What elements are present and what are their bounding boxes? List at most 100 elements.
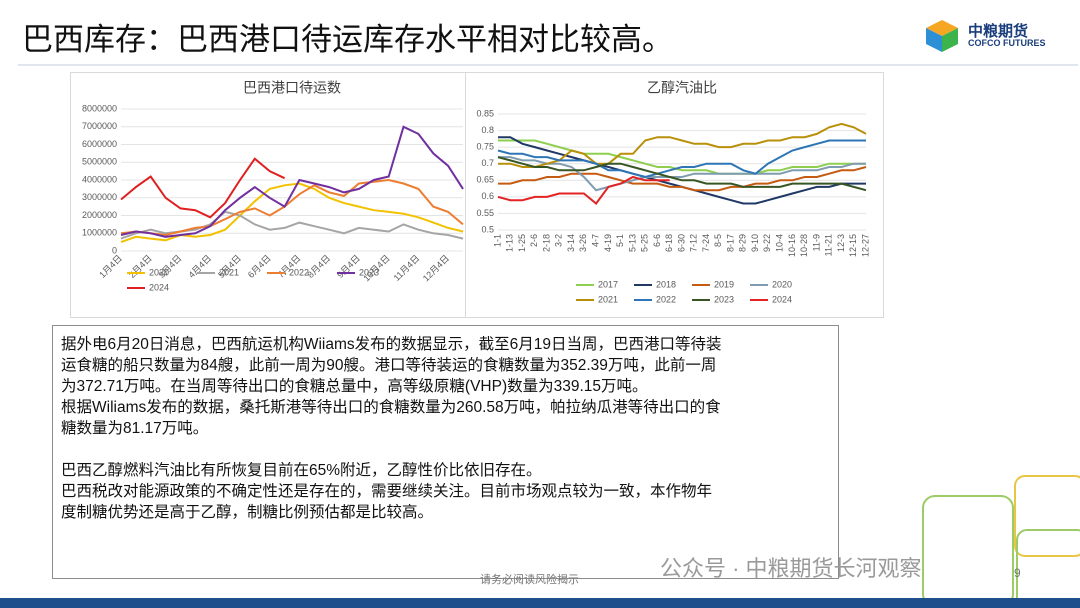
x-tick-label: 6-6	[652, 234, 662, 247]
y-tick-label: 0.8	[481, 125, 494, 135]
legend-label: 2023	[359, 267, 379, 277]
logo-icon	[926, 20, 958, 52]
x-tick-label: 1月4日	[97, 253, 124, 280]
text-box: 据外电6月20日消息，巴西航运机构Wiiams发布的数据显示，截至6月19日当周…	[52, 325, 839, 579]
text-line: 糖数量为81.17万吨。	[61, 420, 209, 437]
legend-label: 2019	[714, 279, 734, 289]
disclaimer: 请务必阅读风险揭示	[480, 574, 579, 586]
y-tick-label: 7000000	[82, 121, 117, 131]
series-line	[497, 175, 670, 205]
x-tick-label: 12-3	[836, 234, 846, 252]
x-tick-label: 12月4日	[421, 253, 451, 283]
page-number: 9	[1014, 566, 1021, 580]
x-tick-label: 2-6	[529, 234, 539, 247]
x-tick-label: 9-22	[762, 234, 772, 252]
text-line: 巴西乙醇燃料汽油比有所恢复目前在65%附近，乙醇性价比依旧存在。	[61, 462, 542, 479]
x-tick-label: 12-15	[848, 234, 858, 257]
y-tick-label: 0	[112, 245, 117, 255]
chart-title: 乙醇汽油比	[647, 80, 717, 96]
x-tick-label: 12-27	[860, 234, 870, 257]
x-tick-label: 1-1	[492, 234, 502, 247]
x-tick-label: 3-2	[554, 234, 564, 247]
x-tick-label: 10-16	[787, 234, 797, 257]
bottom-bar	[0, 598, 1080, 608]
y-tick-label: 0.6	[481, 191, 494, 201]
x-tick-label: 9月4日	[335, 253, 362, 280]
watermark: 公众号 · 中粮期货长河观察	[660, 556, 922, 581]
x-tick-label: 2-18	[541, 234, 551, 252]
text-line: 根据Wiliams发布的数据，桑托斯港等待出口的食糖数量为260.58万吨，帕拉…	[61, 399, 721, 416]
legend-label: 2021	[219, 267, 239, 277]
y-tick-label: 0.55	[476, 208, 494, 218]
series-line	[498, 166, 867, 192]
x-tick-label: 1-13	[505, 234, 515, 252]
x-tick-label: 6-30	[676, 234, 686, 252]
legend-label: 2020	[149, 267, 169, 277]
series-line	[497, 156, 867, 192]
legend-label: 2020	[772, 279, 792, 289]
series-line	[120, 157, 286, 219]
x-tick-label: 8月4日	[305, 253, 332, 280]
x-tick-label: 11-9	[811, 234, 821, 251]
text-line: 度制糖优势还是高于乙醇，制糖比例预估都是比较高。	[61, 504, 434, 521]
legend-label: 2024	[772, 294, 792, 304]
x-tick-label: 10-4	[775, 234, 785, 252]
y-tick-label: 0.85	[476, 108, 494, 118]
legend-label: 2018	[656, 279, 676, 289]
series-line	[497, 139, 866, 179]
y-tick-label: 6000000	[82, 139, 117, 149]
logo-text: COFCO FUTURES	[968, 38, 1046, 48]
y-tick-label: 0.65	[476, 175, 494, 185]
legend-label: 2021	[598, 294, 618, 304]
y-tick-label: 0.5	[481, 224, 494, 234]
series-line	[120, 178, 464, 237]
x-tick-label: 3-26	[578, 234, 588, 252]
x-tick-label: 4-19	[603, 234, 613, 252]
x-tick-label: 8-17	[725, 234, 735, 252]
x-tick-label: 5-1	[615, 234, 625, 247]
legend-label: 2022	[656, 294, 676, 304]
x-tick-label: 4-7	[591, 234, 601, 247]
x-tick-label: 3-14	[566, 234, 576, 252]
x-tick-label: 8-29	[738, 234, 748, 252]
title-rule	[18, 64, 1078, 66]
series-line	[498, 156, 866, 192]
x-tick-label: 7-12	[689, 234, 699, 252]
x-tick-label: 10-28	[799, 234, 809, 257]
x-tick-label: 5-25	[640, 234, 650, 252]
text-line: 为372.71万吨。在当周等待出口的食糖总量中，高等级原糖(VHP)数量为339…	[61, 378, 648, 395]
x-tick-label: 11月4日	[392, 253, 422, 283]
text-line: 据外电6月20日消息，巴西航运机构Wiiams发布的数据显示，截至6月19日当周…	[61, 336, 722, 353]
chart: 巴西港口待运数 0 1000000 2000000 3000000 4000000 5000…	[70, 72, 467, 318]
x-tick-label: 1-25	[517, 234, 527, 252]
slide-title: 巴西库存：巴西港口待运库存水平相对比较高。	[22, 22, 673, 57]
y-tick-label: 4000000	[82, 174, 117, 184]
text-line: 巴西税改对能源政策的不确定性还是存在的，需要继续关注。目前市场观点较为一致，本作…	[61, 483, 713, 500]
series-line	[498, 139, 866, 175]
series-line	[120, 125, 464, 238]
x-tick-label: 8-5	[713, 234, 723, 247]
legend-label: 2024	[149, 282, 169, 292]
y-tick-label: 5000000	[82, 157, 117, 167]
y-tick-label: 8000000	[82, 103, 117, 113]
logo-text: 中粮期货	[968, 23, 1029, 40]
legend-label: 2023	[714, 294, 734, 304]
decoration	[922, 475, 1080, 598]
chart-title: 巴西港口待运数	[243, 80, 341, 96]
y-tick-label: 0.75	[476, 142, 494, 152]
x-tick-label: 9-10	[750, 234, 760, 252]
x-tick-label: 4月4日	[186, 253, 213, 280]
y-tick-label: 3000000	[82, 192, 117, 202]
y-tick-label: 0.7	[481, 158, 494, 168]
x-tick-label: 7-24	[701, 234, 711, 252]
x-tick-label: 11-21	[824, 234, 834, 256]
legend-label: 2017	[598, 279, 618, 289]
x-tick-label: 5-13	[627, 234, 637, 252]
legend-label: 2022	[289, 267, 309, 277]
chart: 乙醇汽油比 0.5 0.55 0.6 0.65 0.7 0.75 0.8 0.85 1-1 1-13…	[465, 72, 884, 318]
y-tick-label: 1000000	[82, 228, 117, 238]
text-line: 运食糖的船只数量为84艘，此前一周为90艘。港口等待装运的食糖数量为352.39…	[61, 357, 717, 374]
x-tick-label: 6月4日	[246, 253, 273, 280]
y-tick-label: 2000000	[82, 210, 117, 220]
